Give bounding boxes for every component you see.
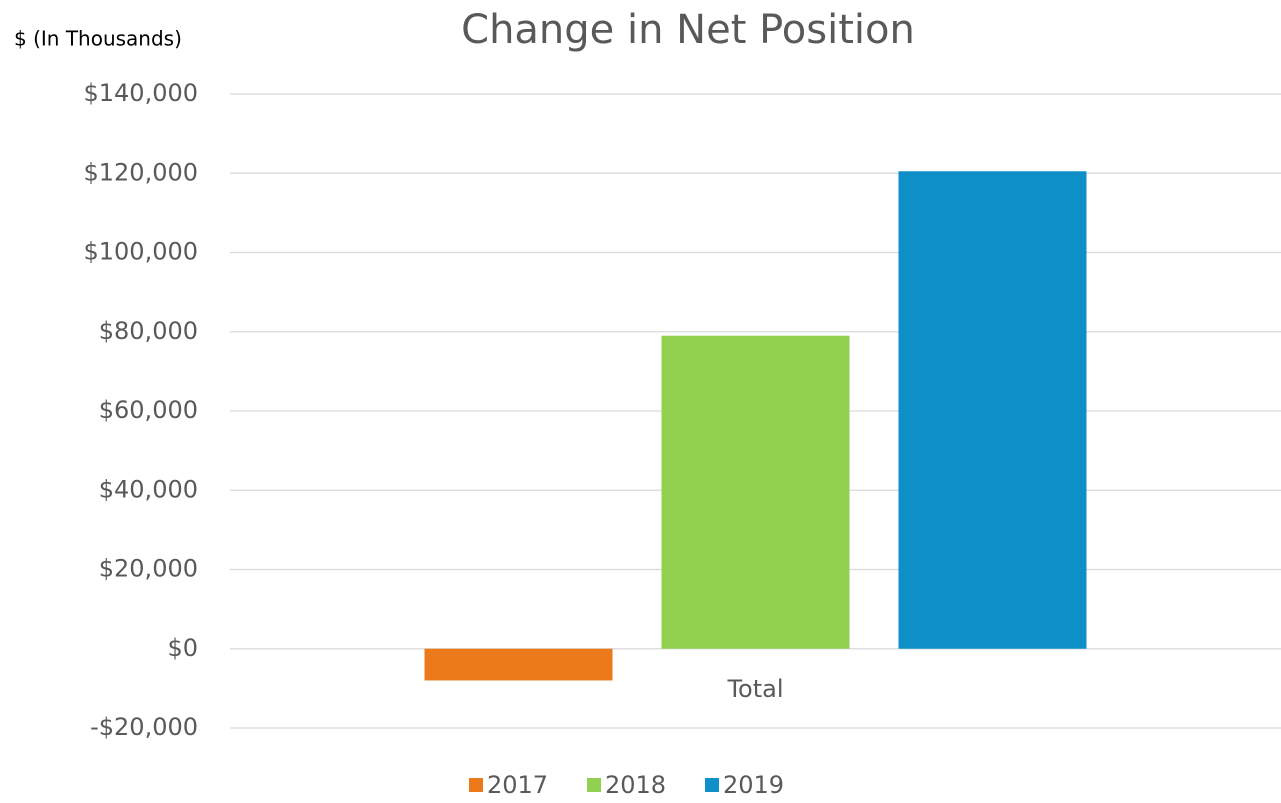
y-tick-label: $100,000 [83, 238, 198, 266]
legend-swatch [469, 778, 483, 792]
y-tick-label: -$20,000 [90, 713, 198, 741]
y-tick-label: $20,000 [99, 555, 198, 583]
y-tick-label: $140,000 [83, 79, 198, 107]
legend-swatch [705, 778, 719, 792]
legend-label: 2018 [605, 771, 666, 799]
y-tick-label: $60,000 [99, 396, 198, 424]
legend-swatch [587, 778, 601, 792]
y-tick-label: $80,000 [99, 317, 198, 345]
chart-title: Change in Net Position [461, 7, 915, 53]
y-tick-label: $0 [167, 634, 198, 662]
bar [424, 648, 613, 681]
y-tick-label: $40,000 [99, 475, 198, 503]
bar [898, 171, 1087, 649]
y-axis-label: $ (In Thousands) [14, 27, 182, 51]
legend-label: 2017 [487, 771, 548, 799]
bar [661, 335, 850, 649]
x-tick-label: Total [726, 675, 783, 703]
y-tick-label: $120,000 [83, 158, 198, 186]
legend-label: 2019 [723, 771, 784, 799]
